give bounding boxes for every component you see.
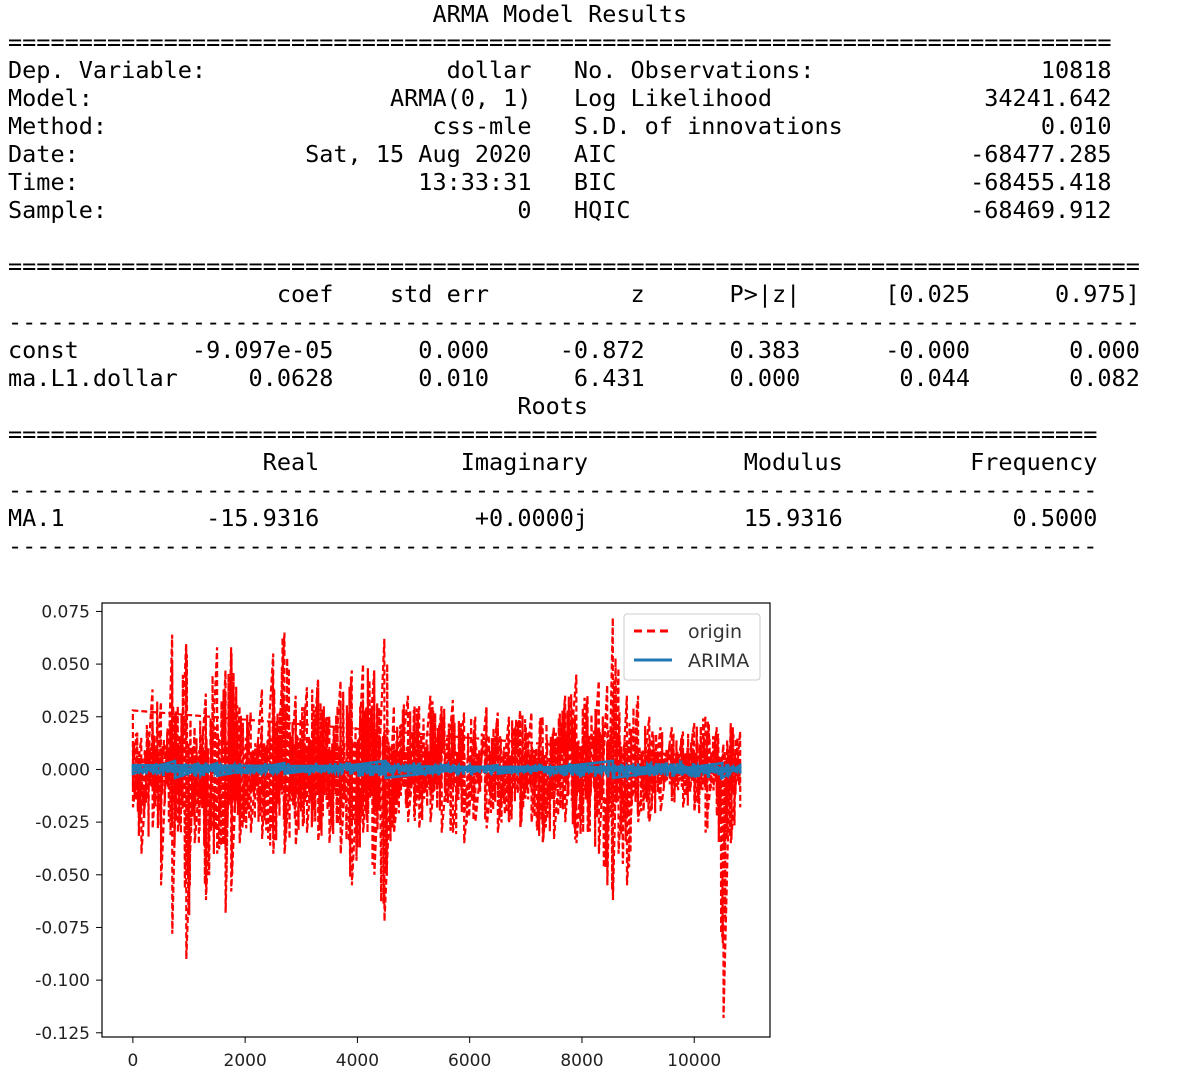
y-tick-label: 0.000 [41,760,90,780]
y-tick-label: 0.025 [41,708,90,728]
arima-chart: 0 2000 4000 6000 8000 10000 0.0750.0500.0250.… [35,602,771,1071]
y-tick-label: -0.025 [35,813,90,833]
y-tick-label: -0.050 [35,866,90,886]
model-summary-text: ARMA Model Results =====================… [8,0,1140,560]
x-tick-label: 8000 [560,1051,603,1071]
legend-arima-label: ARIMA [688,650,749,672]
legend-origin-label: origin [688,621,742,643]
arima-line [131,758,742,781]
origin-series [131,617,745,1019]
y-tick-label: -0.075 [35,918,90,938]
legend: origin ARIMA [623,613,761,681]
x-tick-label: 6000 [448,1051,491,1071]
y-tick-label: 0.075 [41,602,90,622]
y-tick-label: -0.125 [35,1024,90,1044]
y-axis: 0.075 0.050 0.025 0.000 -0.025 -0.050 -0.075 -0… [35,602,102,1044]
origin-line [131,617,745,1019]
x-tick-label: 0 [127,1051,138,1071]
y-tick-label: -0.100 [35,971,90,991]
x-tick-label: 4000 [336,1051,379,1071]
x-tick-label: 2000 [224,1051,267,1071]
x-axis: 0 2000 4000 6000 8000 10000 [127,1037,721,1071]
plot-frame [101,602,771,1038]
legend-box [623,613,761,681]
y-tick-label: 0.050 [41,655,90,675]
arima-series [131,758,742,781]
x-tick-label: 10000 [667,1051,721,1071]
